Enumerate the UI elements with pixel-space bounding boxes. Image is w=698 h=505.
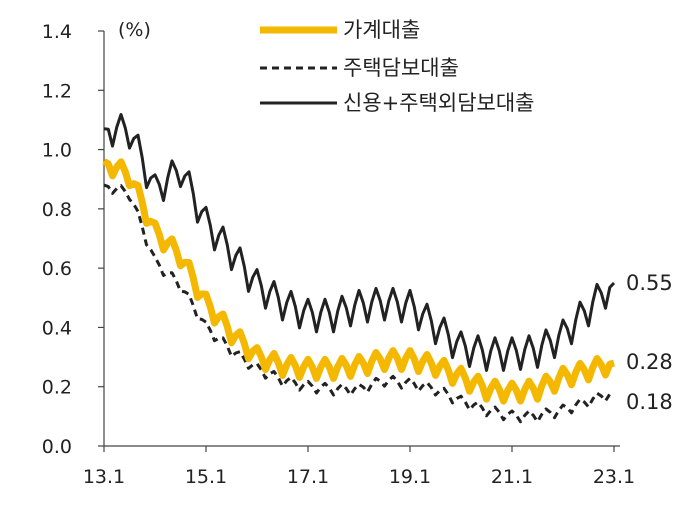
- y-tick-label: 0.0: [42, 436, 72, 458]
- y-tick-label: 1.4: [42, 21, 72, 43]
- end-label-mortgage-loans: 0.18: [626, 390, 673, 414]
- axes: [103, 31, 620, 447]
- end-labels: 0.55 0.28 0.18: [626, 271, 673, 414]
- mortgage-loans-line: [103, 183, 615, 424]
- y-tick-label: 0.4: [42, 317, 72, 339]
- series-layer: [102, 113, 616, 424]
- end-label-credit-other-loans: 0.55: [626, 271, 673, 295]
- y-tick-label: 1.0: [42, 140, 72, 162]
- x-tick-label: 19.1: [389, 466, 431, 488]
- x-tick-label: 15.1: [185, 466, 227, 488]
- household-loans-line: [102, 158, 615, 405]
- y-tick-label: 0.6: [42, 258, 72, 280]
- x-tick-label: 13.1: [83, 466, 125, 488]
- x-tick-label: 17.1: [287, 466, 329, 488]
- legend-label-credit-other-loans: 신용+주택외담보대출: [343, 91, 534, 115]
- legend-item-household-loans: 가계대출: [260, 18, 420, 42]
- end-label-household-loans: 0.28: [626, 350, 673, 374]
- legend-label-household-loans: 가계대출: [343, 18, 420, 42]
- y-axis-ticks: 0.0 0.2 0.4 0.6 0.8 1.0 1.2 1.4: [42, 21, 104, 458]
- legend-item-mortgage-loans: 주택담보대출: [260, 56, 459, 80]
- y-tick-label: 0.2: [42, 377, 72, 399]
- legend: 가계대출 주택담보대출 신용+주택외담보대출: [260, 18, 534, 115]
- x-axis-ticks: 13.1 15.1 17.1 19.1 21.1 23.1: [83, 446, 635, 488]
- y-tick-label: 0.8: [42, 199, 72, 221]
- y-axis-unit-label: (%): [118, 19, 151, 41]
- x-tick-label: 23.1: [593, 466, 635, 488]
- credit-other-loans-line: [103, 113, 616, 372]
- legend-item-credit-other-loans: 신용+주택외담보대출: [260, 91, 534, 115]
- x-tick-label: 21.1: [491, 466, 533, 488]
- legend-label-mortgage-loans: 주택담보대출: [343, 56, 459, 80]
- y-tick-label: 1.2: [42, 80, 72, 102]
